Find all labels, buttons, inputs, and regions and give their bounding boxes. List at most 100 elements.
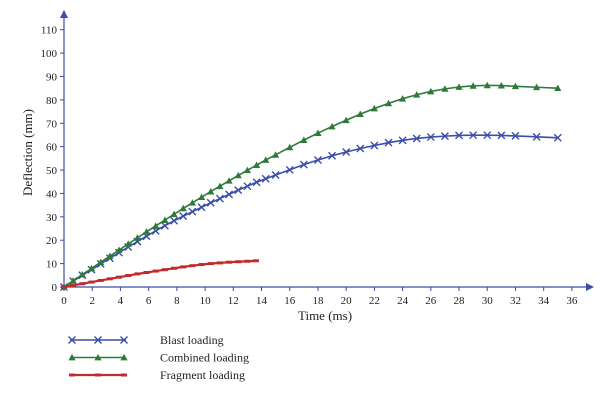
x-axis-arrow: [586, 283, 594, 291]
data-point: [95, 373, 101, 377]
data-point: [120, 353, 128, 361]
data-point: [216, 261, 223, 265]
data-point: [124, 240, 132, 247]
y-axis-label: Deflection (mm): [20, 109, 35, 196]
x-tick-label: 26: [425, 295, 437, 307]
x-tick-label: 10: [200, 295, 212, 307]
y-tick-label: 60: [46, 142, 58, 154]
data-point: [440, 132, 449, 141]
y-tick-label: 90: [46, 71, 58, 83]
data-point: [106, 277, 113, 281]
data-point: [356, 144, 365, 153]
axes: 0 2 4 6 8 10 12 14 16 18 20 22 24 26 28 30 32 34 360102030…: [41, 10, 594, 307]
data-point: [125, 274, 132, 278]
data-point: [215, 194, 224, 203]
data-point: [532, 132, 541, 141]
data-point: [143, 270, 150, 274]
x-tick-label: 8: [174, 295, 180, 307]
data-point: [384, 99, 393, 107]
series-layer: [60, 81, 562, 291]
data-point: [206, 198, 215, 207]
data-point: [68, 353, 76, 361]
data-point: [252, 178, 261, 187]
x-tick-label: 34: [538, 295, 550, 307]
y-tick-label: 10: [46, 259, 58, 271]
data-point: [180, 265, 187, 269]
data-point: [511, 82, 520, 90]
data-point: [455, 83, 463, 90]
data-point: [69, 277, 77, 284]
data-point: [370, 141, 379, 150]
data-point: [78, 271, 86, 278]
data-point: [97, 278, 104, 282]
data-point: [244, 259, 251, 263]
data-point: [272, 151, 280, 158]
data-point: [142, 228, 151, 235]
data-point: [370, 104, 378, 112]
legend: Blast loading Combined loading Fragment lo…: [68, 333, 249, 382]
y-tick-label: 20: [46, 235, 58, 247]
data-point: [94, 336, 102, 344]
data-point: [115, 246, 123, 253]
data-point: [161, 268, 168, 272]
data-point: [234, 171, 242, 179]
data-point: [328, 122, 336, 130]
y-tick-label: 100: [41, 48, 58, 60]
data-point: [133, 234, 141, 241]
data-point: [511, 131, 520, 140]
data-point: [261, 174, 270, 183]
data-point: [553, 133, 562, 142]
data-point: [207, 187, 215, 195]
x-axis-label: Time (ms): [298, 308, 352, 323]
data-point: [455, 131, 464, 140]
x-tick-label: 14: [256, 295, 268, 307]
data-point: [160, 221, 169, 230]
data-point: [97, 258, 105, 266]
series-line: [63, 259, 256, 289]
series-line: [63, 84, 558, 288]
x-tick-label: 36: [566, 295, 578, 307]
data-point: [68, 336, 76, 344]
x-tick-label: 0: [61, 295, 67, 307]
data-point: [483, 81, 491, 89]
data-point: [152, 269, 159, 273]
data-point: [427, 87, 435, 95]
y-tick-label: 30: [46, 212, 58, 224]
data-point: [469, 82, 477, 89]
data-point: [87, 264, 96, 272]
series-line: [63, 134, 558, 288]
x-tick-label: 12: [228, 295, 239, 307]
data-point: [120, 336, 128, 344]
data-point: [235, 260, 242, 264]
data-point: [69, 373, 75, 377]
data-point: [398, 136, 407, 145]
data-point: [189, 264, 196, 268]
data-point: [243, 166, 252, 174]
data-point: [207, 262, 214, 266]
x-tick-label: 6: [146, 295, 152, 307]
y-tick-label: 40: [46, 188, 58, 200]
data-point: [299, 160, 308, 169]
legend-item: Fragment loading: [69, 368, 245, 382]
x-tick-label: 30: [482, 295, 494, 307]
data-point: [262, 156, 270, 163]
data-point: [171, 266, 178, 270]
x-tick-label: 24: [397, 295, 409, 307]
data-point: [198, 263, 205, 267]
data-point: [134, 272, 141, 276]
data-point: [225, 190, 234, 199]
data-point: [412, 134, 421, 143]
data-point: [342, 148, 351, 157]
y-axis-arrow: [60, 10, 68, 18]
data-point: [70, 283, 77, 287]
data-point: [252, 161, 261, 169]
x-tick-label: 20: [341, 295, 353, 307]
data-point: [398, 95, 407, 102]
data-point: [121, 373, 127, 377]
series-fragment-loading: [61, 259, 259, 289]
data-point: [426, 133, 435, 142]
data-point: [497, 131, 506, 140]
data-point: [286, 143, 294, 151]
y-tick-label: 50: [46, 165, 58, 177]
